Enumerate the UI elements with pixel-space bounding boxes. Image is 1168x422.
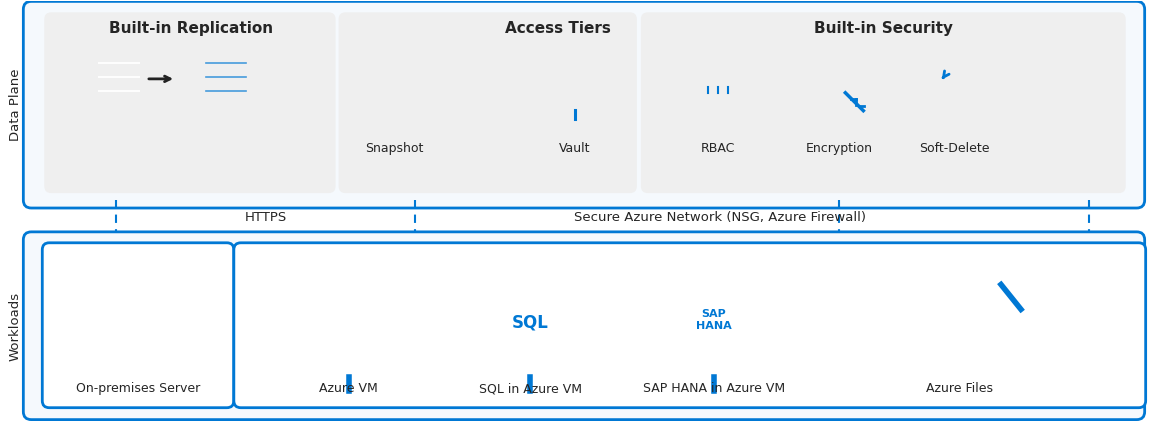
FancyBboxPatch shape (204, 49, 248, 107)
FancyBboxPatch shape (561, 77, 590, 124)
FancyBboxPatch shape (97, 49, 141, 107)
Ellipse shape (204, 42, 248, 56)
FancyBboxPatch shape (694, 387, 734, 401)
FancyBboxPatch shape (42, 243, 234, 408)
FancyBboxPatch shape (676, 279, 751, 365)
Circle shape (166, 298, 172, 303)
Polygon shape (362, 71, 406, 130)
Circle shape (931, 339, 947, 355)
Circle shape (102, 70, 107, 76)
Text: Encryption: Encryption (806, 142, 872, 155)
Circle shape (159, 315, 165, 321)
Bar (96, 276, 104, 344)
FancyBboxPatch shape (641, 12, 1126, 193)
FancyBboxPatch shape (286, 264, 411, 381)
Text: Data Plane: Data Plane (9, 68, 22, 141)
Circle shape (159, 279, 165, 286)
FancyBboxPatch shape (339, 12, 637, 193)
Circle shape (826, 76, 841, 92)
FancyBboxPatch shape (916, 260, 947, 279)
Text: Snapshot: Snapshot (366, 142, 424, 155)
Circle shape (820, 70, 847, 98)
Text: Built-in Replication: Built-in Replication (109, 21, 273, 36)
FancyBboxPatch shape (328, 387, 369, 401)
Text: HTTPS: HTTPS (244, 211, 287, 225)
Circle shape (971, 339, 987, 355)
Text: SAP HANA in Azure VM: SAP HANA in Azure VM (642, 382, 785, 395)
FancyBboxPatch shape (96, 329, 176, 344)
Text: Secure Azure Network (NSG, Azure Firewall): Secure Azure Network (NSG, Azure Firewal… (573, 211, 865, 225)
Text: SAP
HANA: SAP HANA (696, 309, 731, 331)
Text: RBAC: RBAC (701, 142, 735, 155)
FancyBboxPatch shape (651, 264, 777, 381)
FancyBboxPatch shape (96, 311, 176, 326)
FancyBboxPatch shape (510, 387, 550, 401)
Circle shape (102, 84, 107, 90)
Ellipse shape (204, 103, 248, 110)
FancyBboxPatch shape (44, 12, 335, 193)
FancyBboxPatch shape (23, 232, 1145, 419)
Text: Soft-Delete: Soft-Delete (919, 142, 989, 155)
Circle shape (159, 333, 165, 339)
FancyBboxPatch shape (493, 279, 566, 365)
Text: Azure Files: Azure Files (925, 382, 993, 395)
Text: Azure VM: Azure VM (319, 382, 378, 395)
Polygon shape (348, 300, 364, 322)
Circle shape (166, 315, 172, 321)
Circle shape (166, 279, 172, 286)
FancyBboxPatch shape (467, 264, 593, 381)
FancyBboxPatch shape (297, 278, 401, 369)
Text: Built-in Security: Built-in Security (814, 21, 953, 36)
FancyBboxPatch shape (96, 276, 176, 290)
Polygon shape (333, 300, 348, 322)
Polygon shape (333, 300, 364, 335)
Circle shape (1016, 307, 1030, 321)
Ellipse shape (97, 42, 141, 56)
Polygon shape (341, 312, 355, 332)
Text: Access Tiers: Access Tiers (505, 21, 611, 36)
Text: On-premises Server: On-premises Server (76, 382, 200, 395)
FancyBboxPatch shape (234, 243, 1146, 408)
Bar (97, 303, 104, 312)
Circle shape (584, 94, 592, 102)
Text: SQL in Azure VM: SQL in Azure VM (479, 382, 582, 395)
FancyBboxPatch shape (478, 278, 582, 369)
Text: Workloads: Workloads (9, 292, 22, 361)
Text: Vault: Vault (559, 142, 591, 155)
Circle shape (166, 333, 172, 339)
Circle shape (208, 70, 214, 76)
Circle shape (208, 56, 214, 62)
Circle shape (208, 84, 214, 90)
FancyBboxPatch shape (709, 73, 726, 97)
Circle shape (714, 69, 722, 77)
Circle shape (159, 298, 165, 303)
FancyBboxPatch shape (23, 1, 1145, 208)
FancyBboxPatch shape (917, 275, 1002, 339)
FancyBboxPatch shape (552, 70, 598, 133)
Text: SQL: SQL (512, 313, 549, 331)
FancyBboxPatch shape (662, 278, 765, 369)
Circle shape (102, 56, 107, 62)
Circle shape (568, 96, 582, 110)
Ellipse shape (97, 100, 141, 114)
FancyBboxPatch shape (96, 293, 176, 308)
